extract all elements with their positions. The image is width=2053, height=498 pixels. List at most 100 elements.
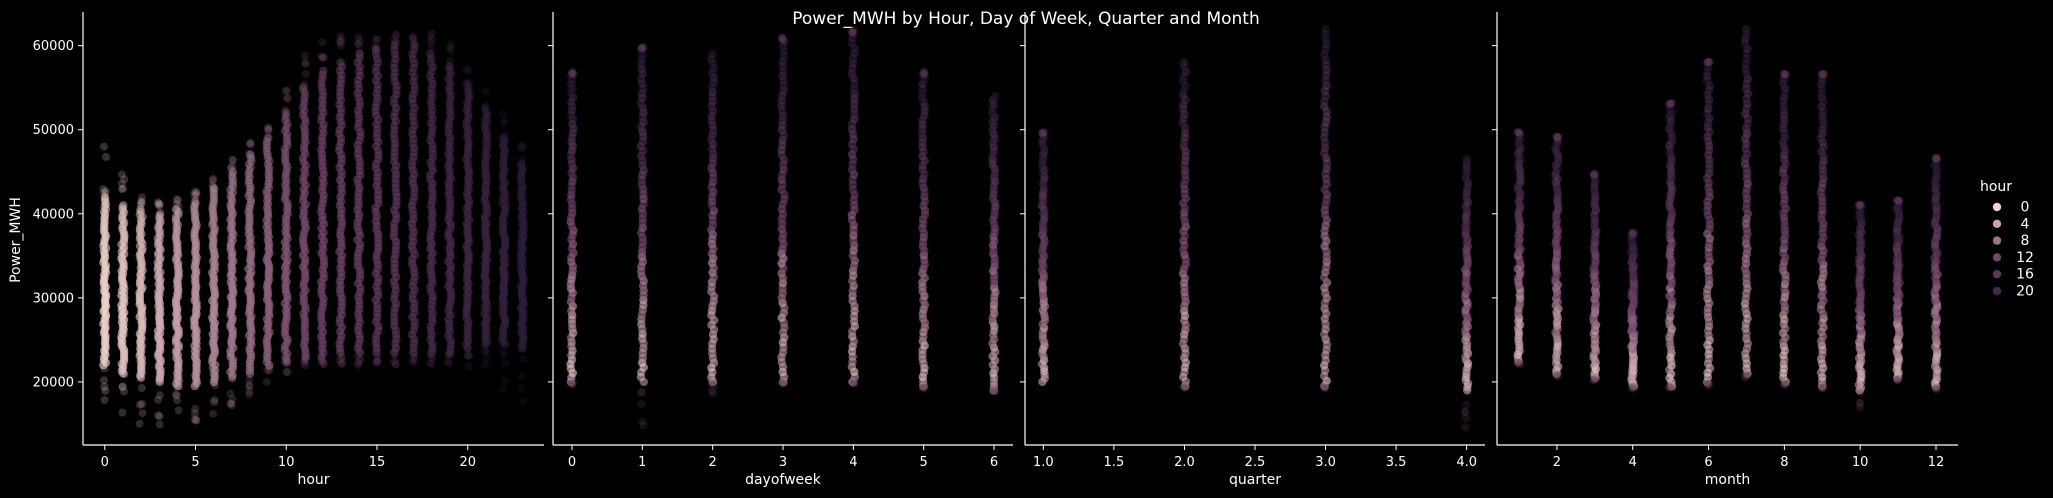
scatter-point bbox=[445, 62, 454, 71]
scatter-point bbox=[155, 214, 164, 223]
scatter-point bbox=[371, 67, 381, 77]
scatter-point-outlier bbox=[1781, 70, 1790, 78]
scatter-point bbox=[1590, 180, 1599, 189]
scatter-point-outlier bbox=[1630, 230, 1639, 239]
scatter-point-outlier bbox=[1819, 383, 1828, 391]
scatter-point-outlier bbox=[135, 400, 144, 409]
scatter-point bbox=[480, 122, 489, 131]
scatter-point-outlier bbox=[1515, 129, 1524, 138]
scatter-point bbox=[246, 153, 256, 163]
scatter-point-outlier bbox=[318, 53, 327, 62]
scatter-point-outlier bbox=[153, 198, 162, 207]
scatter-point-outlier bbox=[1516, 359, 1525, 368]
scatter-point bbox=[138, 212, 147, 222]
scatter-point bbox=[779, 42, 788, 51]
scatter-point bbox=[918, 93, 927, 102]
scatter-point bbox=[281, 115, 290, 125]
scatter-point-outlier bbox=[1856, 399, 1864, 408]
scatter-point-outlier bbox=[391, 37, 400, 46]
scatter-point-outlier bbox=[480, 347, 489, 356]
scatter-point-outlier bbox=[1589, 376, 1598, 385]
scatter-point-outlier bbox=[392, 360, 400, 369]
scatter-point-outlier bbox=[849, 378, 858, 387]
scatter-point bbox=[335, 66, 344, 76]
scatter-point bbox=[118, 203, 127, 212]
scatter-point-outlier bbox=[335, 37, 344, 46]
scatter-point-outlier bbox=[849, 28, 858, 37]
scatter-point-outlier bbox=[154, 201, 163, 210]
scatter-point-outlier bbox=[138, 193, 146, 202]
scatter-point-outlier bbox=[228, 155, 237, 164]
scatter-point-outlier bbox=[1553, 370, 1562, 379]
scatter-point bbox=[1320, 50, 1329, 59]
scatter-point-outlier bbox=[410, 39, 418, 48]
scatter-point-outlier bbox=[568, 378, 577, 387]
scatter-point bbox=[444, 74, 453, 84]
scatter-point-outlier bbox=[373, 45, 382, 54]
scatter-point bbox=[281, 112, 291, 121]
scatter-point bbox=[156, 216, 165, 226]
scatter-point-outlier bbox=[1665, 383, 1674, 392]
scatter-point-outlier bbox=[465, 351, 473, 360]
scatter-point bbox=[336, 58, 345, 67]
scatter-point bbox=[190, 205, 199, 214]
scatter-point-outlier bbox=[227, 399, 235, 408]
scatter-point-outlier bbox=[639, 421, 648, 430]
scatter-point bbox=[778, 61, 787, 71]
scatter-point bbox=[154, 221, 163, 231]
scatter-point-outlier bbox=[319, 54, 328, 63]
scatter-point bbox=[499, 142, 508, 152]
scatter-point-outlier bbox=[210, 398, 219, 406]
legend-marker bbox=[1992, 253, 2002, 262]
scatter-point bbox=[101, 200, 111, 209]
scatter-point-outlier bbox=[227, 164, 236, 173]
scatter-point-outlier bbox=[778, 378, 787, 386]
scatter-point bbox=[228, 176, 238, 185]
scatter-point-outlier bbox=[427, 359, 436, 368]
scatter-point-outlier bbox=[1320, 382, 1329, 391]
scatter-point-outlier bbox=[568, 68, 577, 77]
scatter-point-outlier bbox=[567, 379, 576, 388]
scatter-point-outlier bbox=[1932, 384, 1941, 393]
chart-title: Power_MWH by Hour, Day of Week, Quarter … bbox=[792, 9, 1259, 29]
x-tick-label: 4 bbox=[849, 455, 857, 470]
scatter-point-outlier bbox=[445, 57, 454, 66]
scatter-point-outlier bbox=[192, 416, 201, 425]
scatter-point-outlier bbox=[120, 175, 129, 184]
scatter-point-outlier bbox=[445, 359, 454, 368]
scatter-point bbox=[566, 70, 576, 80]
scatter-point bbox=[100, 202, 109, 211]
scatter-point-outlier bbox=[1513, 358, 1522, 367]
scatter-point bbox=[1778, 79, 1788, 89]
scatter-point-outlier bbox=[1667, 99, 1676, 108]
scatter-point bbox=[136, 215, 146, 224]
scatter-point-outlier bbox=[155, 199, 164, 208]
scatter-point bbox=[1628, 232, 1637, 242]
scatter-point-outlier bbox=[1516, 360, 1525, 369]
scatter-point bbox=[1040, 144, 1049, 153]
scatter-point-outlier bbox=[337, 353, 346, 362]
scatter-point bbox=[372, 54, 382, 63]
scatter-point-outlier bbox=[481, 103, 490, 112]
scatter-point bbox=[1462, 165, 1471, 174]
scatter-point-outlier bbox=[172, 199, 181, 208]
scatter-point bbox=[371, 45, 380, 54]
scatter-point bbox=[518, 164, 527, 173]
scatter-point-outlier bbox=[317, 356, 326, 365]
scatter-point bbox=[371, 50, 381, 59]
scatter-point bbox=[1781, 84, 1790, 93]
scatter-point bbox=[390, 41, 399, 50]
scatter-point-outlier bbox=[1893, 376, 1902, 385]
scatter-point-outlier bbox=[1038, 128, 1047, 137]
scatter-point bbox=[446, 70, 456, 80]
scatter-point-outlier bbox=[707, 386, 716, 395]
scatter-point-outlier bbox=[356, 355, 365, 363]
scatter-point-outlier bbox=[778, 379, 786, 388]
scatter-point-outlier bbox=[408, 33, 417, 42]
scatter-point bbox=[464, 83, 473, 92]
scatter-point-outlier bbox=[445, 62, 454, 71]
scatter-point-outlier bbox=[1179, 383, 1187, 392]
scatter-point bbox=[1179, 62, 1189, 72]
scatter-point bbox=[174, 210, 183, 219]
